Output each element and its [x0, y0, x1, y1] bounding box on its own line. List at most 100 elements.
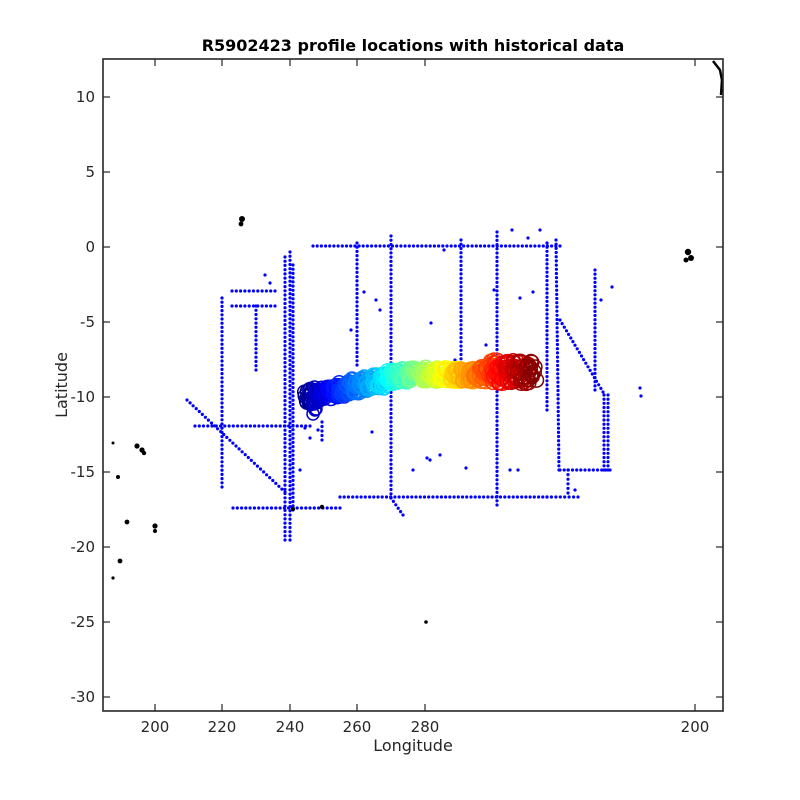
historical-point — [283, 441, 287, 445]
historical-point — [557, 455, 561, 460]
historical-point — [283, 462, 287, 466]
x-tick-label: 240 — [276, 718, 305, 736]
historical-point — [567, 332, 571, 336]
historical-point — [231, 424, 235, 428]
historical-point — [495, 503, 499, 507]
historical-point — [386, 244, 390, 248]
historical-point — [349, 244, 353, 248]
historical-point — [291, 276, 295, 280]
historical-point — [495, 348, 499, 352]
historical-point — [550, 244, 554, 248]
historical-point — [389, 251, 393, 255]
historical-point — [556, 401, 560, 405]
historical-point — [545, 262, 549, 266]
historical-point — [495, 327, 499, 331]
y-tick-label: 10 — [76, 88, 95, 106]
historical-point — [556, 397, 560, 401]
historical-point — [288, 521, 292, 525]
historical-point — [389, 331, 393, 335]
historical-point — [380, 495, 384, 499]
historical-point — [555, 355, 560, 359]
historical-point — [291, 474, 295, 478]
historical-point — [355, 346, 359, 350]
historical-point — [557, 434, 561, 439]
historical-point — [252, 461, 256, 465]
historical-point — [459, 344, 463, 348]
historical-point — [555, 296, 559, 301]
historical-point — [452, 495, 456, 499]
historical-point — [545, 395, 549, 400]
historical-point — [260, 289, 264, 293]
historical-point — [291, 390, 295, 394]
historical-point — [639, 394, 643, 398]
historical-point — [606, 422, 610, 426]
historical-point — [459, 348, 463, 352]
historical-point — [593, 347, 597, 351]
historical-point — [389, 466, 393, 470]
historical-point — [220, 300, 224, 304]
historical-point — [498, 495, 503, 499]
historical-point — [389, 272, 393, 276]
historical-point — [288, 442, 292, 446]
historical-point — [602, 460, 606, 464]
historical-point — [602, 393, 606, 397]
historical-point — [602, 447, 606, 451]
historical-point — [495, 453, 499, 457]
historical-point — [244, 506, 248, 510]
historical-point — [188, 401, 192, 405]
historical-point — [283, 490, 287, 494]
historical-point — [283, 331, 287, 335]
historical-point — [288, 325, 292, 329]
historical-point — [389, 445, 393, 449]
historical-point — [194, 407, 198, 411]
historical-point — [298, 468, 302, 472]
historical-point — [355, 300, 359, 304]
historical-point — [283, 475, 287, 479]
historical-point — [389, 327, 393, 331]
historical-point — [545, 408, 549, 412]
historical-point — [355, 334, 359, 338]
y-tick-label: 0 — [85, 238, 95, 256]
historical-point — [545, 320, 549, 324]
historical-point — [495, 247, 499, 251]
historical-point — [554, 267, 559, 271]
historical-point — [545, 375, 549, 379]
historical-point — [220, 359, 224, 363]
historical-point — [269, 289, 273, 293]
historical-point — [573, 488, 577, 492]
historical-point — [288, 304, 292, 308]
historical-point — [495, 482, 499, 486]
historical-point — [545, 366, 549, 370]
historical-point — [283, 437, 287, 441]
historical-point — [291, 394, 295, 398]
historical-point — [220, 317, 224, 321]
historical-point — [288, 538, 292, 542]
historical-point — [555, 305, 559, 309]
historical-point — [459, 306, 463, 310]
historical-point — [355, 254, 359, 258]
historical-point — [332, 244, 336, 248]
historical-point — [389, 247, 393, 251]
historical-point — [291, 314, 295, 318]
historical-point — [495, 490, 499, 494]
historical-point — [418, 495, 422, 499]
historical-point — [602, 418, 606, 422]
historical-point — [459, 289, 463, 293]
coastline-edge — [712, 60, 724, 96]
historical-point — [291, 305, 295, 309]
historical-point — [220, 485, 224, 489]
historical-point — [545, 362, 549, 366]
historical-point — [340, 244, 344, 248]
historical-point — [288, 530, 292, 534]
historical-point — [291, 377, 295, 381]
historical-point — [271, 478, 275, 483]
float-profile-point — [528, 372, 545, 388]
historical-point — [220, 414, 224, 418]
historical-point — [283, 339, 287, 344]
historical-point — [355, 283, 359, 287]
historical-point — [389, 403, 393, 407]
historical-point — [291, 343, 295, 347]
historical-point — [288, 413, 292, 417]
historical-point — [220, 334, 224, 338]
historical-point — [606, 410, 610, 414]
